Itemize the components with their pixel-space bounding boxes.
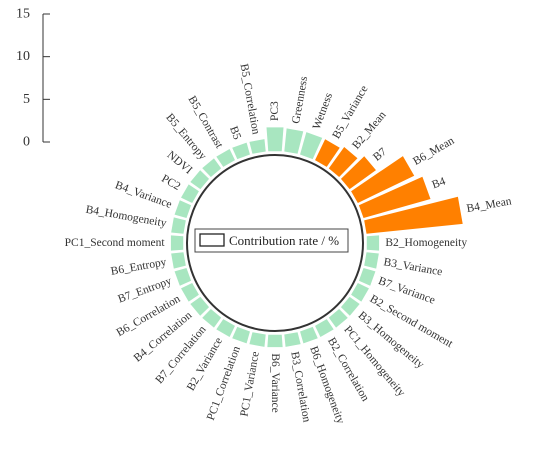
bar-ndvi — [190, 170, 210, 190]
bar-b6-correlation — [181, 283, 199, 302]
inner-circle — [186, 154, 364, 332]
category-label: NDVI — [165, 149, 195, 177]
category-label: B4 — [430, 175, 447, 191]
legend-swatch — [199, 233, 225, 247]
bar-b4-variance — [174, 200, 192, 218]
bar-b2-second-moment — [351, 283, 369, 302]
category-label: PC3 — [269, 101, 281, 121]
bar-b5-correlation — [249, 139, 266, 154]
category-label: B2_Mean — [350, 109, 389, 152]
bar-b7-entropy — [174, 268, 192, 286]
bar-b7 — [340, 156, 376, 190]
bar-b2-mean — [328, 147, 358, 178]
bar-b5-contrast — [216, 149, 235, 167]
category-label: B6_Variance — [269, 353, 281, 412]
bar-b5-entropy — [202, 158, 222, 178]
category-label: Greenness — [290, 75, 310, 125]
legend-label: Contribution rate / % — [229, 233, 339, 248]
y-tick-label: 15 — [16, 7, 30, 22]
bar-pc1-homogeneity — [328, 308, 348, 328]
category-label: PC1_Variance — [238, 351, 261, 418]
bar-b2-variance — [216, 319, 235, 337]
category-label: B3_Correlation — [288, 351, 312, 424]
category-label: B6_Entropy — [110, 256, 168, 278]
category-label: B2_Second moment — [368, 293, 456, 351]
bar-b5 — [232, 142, 250, 160]
y-tick-label: 0 — [23, 135, 30, 150]
category-label: B6_Mean — [411, 135, 456, 168]
category-label: B4_Mean — [466, 195, 513, 215]
bar-b6-variance — [267, 334, 283, 348]
y-tick-label: 10 — [16, 49, 30, 64]
legend-box — [194, 228, 349, 253]
category-label: B3_Variance — [383, 256, 444, 278]
bar-b4 — [358, 176, 431, 218]
category-label: PC2 — [159, 173, 182, 193]
category-label: B2_Homogeneity — [385, 237, 467, 249]
category-label: B7 — [371, 146, 389, 164]
bar-b6-entropy — [171, 252, 186, 269]
bar-b6-homogeneity — [300, 326, 318, 344]
bar-pc3 — [266, 127, 284, 152]
category-label: PC1_Second moment — [65, 237, 166, 249]
category-label: Wetness — [311, 91, 335, 131]
bar-b3-variance — [364, 252, 379, 269]
bar-pc1-variance — [249, 332, 266, 347]
category-label: B5 — [227, 125, 243, 142]
legend: Contribution rate / % — [194, 228, 349, 253]
category-label: B4_Homogeneity — [85, 204, 168, 230]
bar-b4-mean — [364, 196, 463, 234]
bar-wetness — [300, 132, 323, 160]
bar-b2-correlation — [315, 319, 334, 337]
bar-b5-variance — [315, 139, 340, 167]
bar-pc1-correlation — [232, 326, 250, 344]
bar-greenness — [284, 128, 304, 154]
bar-b6-mean — [351, 156, 415, 203]
bars — [170, 127, 463, 348]
bar-pc1-second-moment — [170, 235, 184, 251]
bar-b4-correlation — [190, 296, 210, 316]
bar-pc2 — [181, 184, 199, 203]
bar-b3-homogeneity — [340, 296, 360, 316]
y-tick-label: 5 — [23, 92, 30, 107]
category-label: B5_Correlation — [238, 63, 262, 136]
bar-b7-correlation — [202, 308, 222, 328]
bar-b3-correlation — [284, 332, 301, 347]
bar-b4-homogeneity — [171, 217, 186, 234]
y-axis: 15 10 5 0 — [16, 7, 50, 150]
bar-b7-variance — [358, 268, 376, 286]
bar-b2-homogeneity — [366, 235, 380, 251]
